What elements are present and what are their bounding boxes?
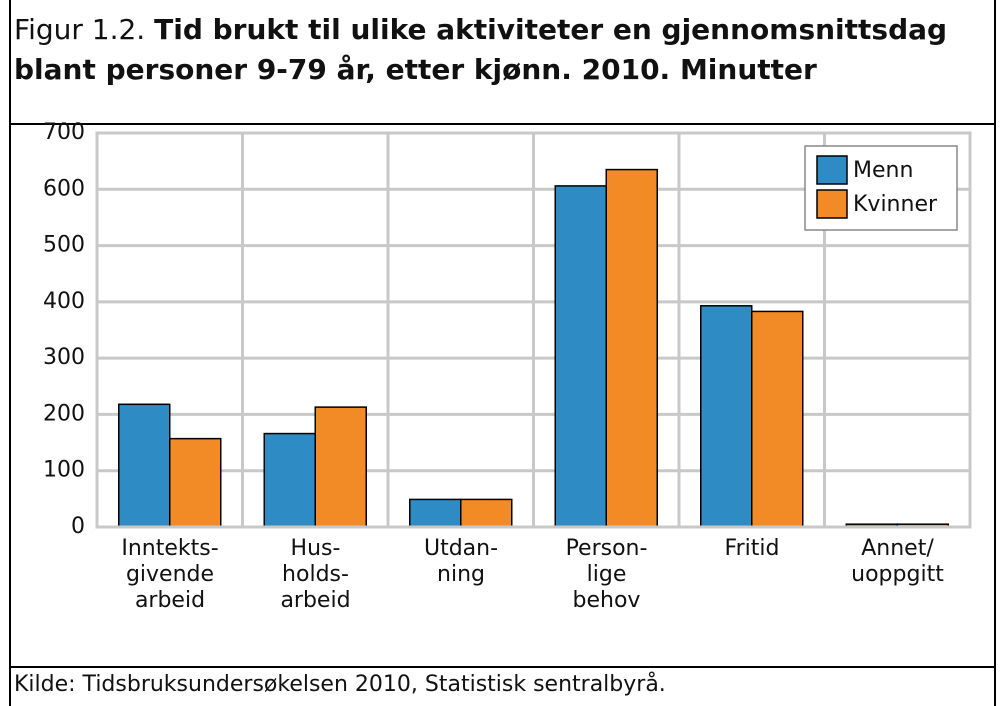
bar [554,185,607,528]
x-tick-label: Person- lige behov [565,536,648,613]
x-tick-label: Inntekts- givende arbeid [121,536,219,613]
y-tick-label: 200 [43,401,85,426]
y-tick-label: 700 [43,120,85,145]
y-tick-label: 100 [43,458,85,483]
bar [169,437,222,528]
legend-swatch [816,155,848,185]
y-tick-label: 500 [43,233,85,258]
figure-label: Figur 1.2. [14,13,146,46]
y-tick-label: 300 [43,345,85,370]
legend-label: Menn [853,158,913,183]
legend-swatch [816,189,848,219]
y-tick-label: 600 [43,176,85,201]
title: Figur 1.2. Tid brukt til ulike aktivitet… [14,10,974,90]
bar [314,406,367,528]
bar [700,305,753,528]
chart-title: Tid brukt til ulike aktiviteter en gjenn… [14,13,948,86]
bar [605,168,658,528]
legend-label: Kvinner [853,192,938,217]
x-tick-label: Hus- holds- arbeid [280,536,351,613]
bar [409,498,462,528]
bar [460,498,513,528]
bar [118,403,171,528]
x-tick-label: Utdan- ning [423,536,499,587]
source: Kilde: Tidsbruksundersøkelsen 2010, Stat… [14,672,666,697]
bar [263,432,316,528]
x-tick-label: Annet/ uoppgitt [851,536,944,587]
x-tick-label: Fritid [724,536,780,561]
bar [751,310,804,528]
y-tick-label: 0 [71,514,85,539]
y-tick-label: 400 [43,289,85,314]
